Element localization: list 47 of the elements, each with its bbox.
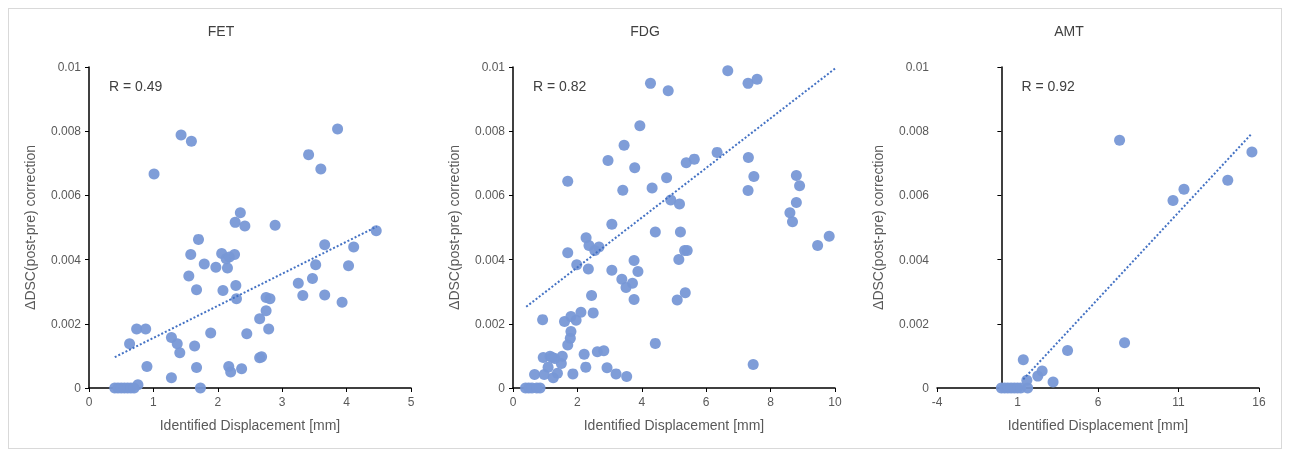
annotation: R = 0.82 xyxy=(533,78,587,94)
y-axis-title: ΔDSC(post-pre) correction xyxy=(446,145,462,310)
y-tick-label: 0.004 xyxy=(474,252,506,267)
y-tick-label: 0.01 xyxy=(57,60,82,74)
y-tick-label: 0.004 xyxy=(898,252,930,267)
y-tick-label: 0.006 xyxy=(50,188,82,203)
y-tick-label: 0.01 xyxy=(481,60,506,74)
x-tick-label: 1 xyxy=(1014,395,1022,409)
y-tick-label: 0.006 xyxy=(898,188,930,203)
x-tick-label: 6 xyxy=(702,395,710,409)
y-tick-label: 0.008 xyxy=(474,124,506,139)
chart-title: AMT xyxy=(1054,23,1085,39)
x-axis-title: Identified Displacement [mm] xyxy=(583,417,765,433)
y-tick-label: 0.002 xyxy=(474,316,506,331)
annotation: R = 0.49 xyxy=(109,78,163,94)
y-tick-label: 0 xyxy=(498,381,506,395)
x-tick-label: 11 xyxy=(1172,395,1186,409)
x-axis-title: Identified Displacement [mm] xyxy=(159,417,341,433)
y-tick-label: 0.002 xyxy=(898,316,930,331)
y-tick-label: 0 xyxy=(922,381,930,395)
y-axis-title: ΔDSC(post-pre) correction xyxy=(22,145,38,310)
y-tick-label: 0.002 xyxy=(50,316,82,331)
x-tick-label: 10 xyxy=(828,395,842,409)
x-tick-label: 1 xyxy=(150,395,158,409)
y-tick-label: 0.004 xyxy=(50,252,82,267)
x-tick-label: 16 xyxy=(1252,395,1266,409)
x-tick-label: 0 xyxy=(509,395,517,409)
x-tick-label: 4 xyxy=(638,395,646,409)
x-axis-title: Identified Displacement [mm] xyxy=(1007,417,1189,433)
x-tick-label: 0 xyxy=(85,395,93,409)
y-tick-label: 0 xyxy=(74,381,82,395)
x-tick-label: 4 xyxy=(343,395,351,409)
x-tick-label: 8 xyxy=(767,395,775,409)
x-tick-label: 2 xyxy=(574,395,582,409)
x-tick-label: -4 xyxy=(931,395,943,409)
x-tick-label: 6 xyxy=(1094,395,1102,409)
y-tick-label: 0.006 xyxy=(474,188,506,203)
x-tick-label: 2 xyxy=(214,395,222,409)
annotation: R = 0.92 xyxy=(1021,78,1075,94)
y-tick-label: 0.008 xyxy=(50,124,82,139)
chart-title: FDG xyxy=(630,23,660,39)
y-tick-label: 0.01 xyxy=(905,60,930,74)
x-tick-label: 5 xyxy=(407,395,415,409)
y-axis-title: ΔDSC(post-pre) correction xyxy=(870,145,886,310)
chart-title: FET xyxy=(207,23,235,39)
x-tick-label: 3 xyxy=(278,395,286,409)
y-tick-label: 0.008 xyxy=(898,124,930,139)
